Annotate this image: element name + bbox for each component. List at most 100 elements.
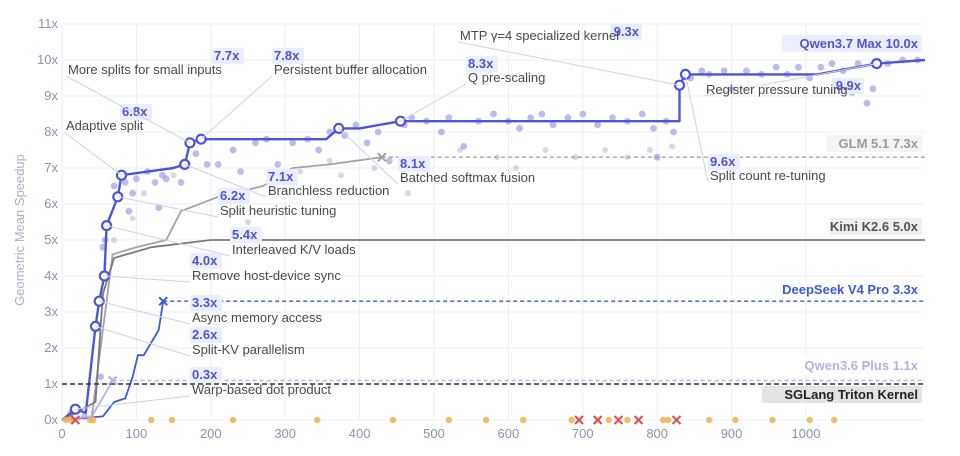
regression-attempt-dot xyxy=(732,416,739,424)
annotation-leader xyxy=(338,128,399,185)
glm-attempt-point xyxy=(326,157,333,164)
x-tick-label: 700 xyxy=(572,426,594,441)
baseline-series-label-bg xyxy=(762,386,922,403)
annotation-value-bg xyxy=(218,188,250,204)
glm-attempt-point xyxy=(140,190,147,197)
annotation-leader xyxy=(99,300,191,325)
qwen37-attempt-point xyxy=(564,114,572,121)
regression-attempt-dot xyxy=(445,416,453,424)
annotation-value-bg xyxy=(832,78,864,94)
annotation-leader xyxy=(104,275,191,283)
annotation-value: 5.4x xyxy=(232,227,258,242)
qwen37-attempt-point xyxy=(289,139,297,147)
regression-attempt-dot xyxy=(831,416,838,424)
annotation-value: 6.8x xyxy=(122,104,148,119)
annotation-leader xyxy=(63,131,122,176)
y-tick-label: 8x xyxy=(44,124,58,139)
qwen37-attempt-point xyxy=(132,175,140,183)
qwen37-attempt-point xyxy=(214,161,222,168)
glm-attempt-point xyxy=(669,143,676,150)
x-tick-label: 0 xyxy=(58,426,65,441)
failed-attempt-marker xyxy=(70,415,81,425)
kimi-series-label: Kimi K2.6 5.0x xyxy=(830,219,919,234)
y-axis-label: Geometric Mean Speedup xyxy=(12,154,27,306)
regression-attempt-dot xyxy=(624,416,631,424)
qwen37-attempt-point xyxy=(229,146,237,154)
baseline-series-label: SGLang Triton Kernel xyxy=(784,387,918,402)
glm-attempt-point xyxy=(111,237,118,243)
qwen37-attempt-point xyxy=(490,110,497,118)
annotation-text: Interleaved K/V loads xyxy=(232,242,356,257)
regression-attempt-dot xyxy=(389,416,397,424)
qwen37-attempt-point xyxy=(516,124,523,132)
annotation-leader xyxy=(457,41,680,86)
annotation-value: 2.6x xyxy=(192,327,218,342)
qwen37-attempt-point xyxy=(594,121,602,129)
annotation-value: 0.3x xyxy=(192,367,218,382)
annotation-text: Warp-based dot product xyxy=(192,382,331,397)
glm-attempt-point xyxy=(297,168,304,175)
qwen37-attempt-point xyxy=(203,161,211,168)
regression-attempt-dot xyxy=(665,416,672,424)
y-tick-label: 11x xyxy=(38,16,58,31)
qwen37-attempt-point xyxy=(374,128,382,136)
annotation-text: Persistent buffer allocation xyxy=(274,62,427,77)
qwen37-attempt-point xyxy=(743,67,750,75)
annotation-leader xyxy=(65,75,191,144)
annotation-value: 9.3x xyxy=(614,24,640,39)
y-tick-label: 10x xyxy=(37,52,58,67)
annotation-leader xyxy=(200,75,273,140)
annotation-leader xyxy=(684,74,709,183)
y-tick-label: 0x xyxy=(44,412,58,427)
glm-attempt-point xyxy=(512,165,519,171)
qwen37-attempt-point xyxy=(252,139,259,147)
qwen37-attempt-point xyxy=(670,128,677,136)
annotation-text: Split-KV parallelism xyxy=(192,342,305,357)
regression-attempt-dot xyxy=(659,416,667,424)
annotation-value: 7.7x xyxy=(214,48,240,63)
qwen37-attempt-point xyxy=(121,179,129,186)
regression-attempt-dot xyxy=(482,416,490,424)
deepseek-line xyxy=(61,301,165,421)
qwen37-attempt-point xyxy=(162,175,170,183)
milestone-circle xyxy=(871,57,883,70)
qwen37-attempt-point xyxy=(854,60,862,67)
regression-attempt-dot xyxy=(62,416,69,424)
attempt-outcome-markers xyxy=(62,415,838,425)
annotation-value: 8.1x xyxy=(400,156,426,171)
annotation-value: 9.9x xyxy=(836,78,862,93)
glm-attempt-point xyxy=(371,165,378,171)
qwen36-end-marker xyxy=(107,375,118,386)
qwen37-series-label-bg xyxy=(782,35,922,52)
annotation-leader xyxy=(703,63,877,97)
deepseek-series-label: DeepSeek V4 Pro 3.3x xyxy=(782,282,919,297)
annotation-leader xyxy=(400,83,467,122)
qwen37-attempt-point xyxy=(609,114,616,121)
annotation-value: 7.8x xyxy=(274,48,300,63)
annotation-value: 8.3x xyxy=(468,56,494,71)
annotation-value-bg xyxy=(190,367,222,383)
regression-attempt-dot xyxy=(520,416,527,424)
qwen37-attempt-point xyxy=(341,132,349,140)
series-labels: Qwen3.7 Max 10.0x GLM 5.1 7.3x Kimi K2.6 5… xyxy=(762,35,922,403)
annotation-value: 3.3x xyxy=(192,295,218,310)
qwen37-attempt-point xyxy=(460,143,468,150)
qwen37-attempt-point xyxy=(527,114,535,121)
glm-attempt-point xyxy=(244,219,251,225)
glm-attempt-point xyxy=(129,215,136,222)
y-tick-label: 6x xyxy=(44,196,58,211)
qwen37-attempt-point xyxy=(129,189,137,197)
annotation-value: 4.0x xyxy=(192,253,218,268)
qwen37-attempt-point xyxy=(538,110,546,118)
glm-series-label-bg xyxy=(826,135,922,152)
glm-line xyxy=(61,156,383,421)
annotation-value-bg xyxy=(190,253,222,269)
x-tick-label: 100 xyxy=(126,426,148,441)
x-tick-label: 300 xyxy=(274,426,296,441)
qwen37-attempt-point xyxy=(650,124,657,132)
x-tick-label: 800 xyxy=(646,426,668,441)
annotation-text: Split count re-tuning xyxy=(710,168,826,183)
regression-attempt-dot xyxy=(706,416,713,424)
annotation-value-bg xyxy=(466,56,498,72)
